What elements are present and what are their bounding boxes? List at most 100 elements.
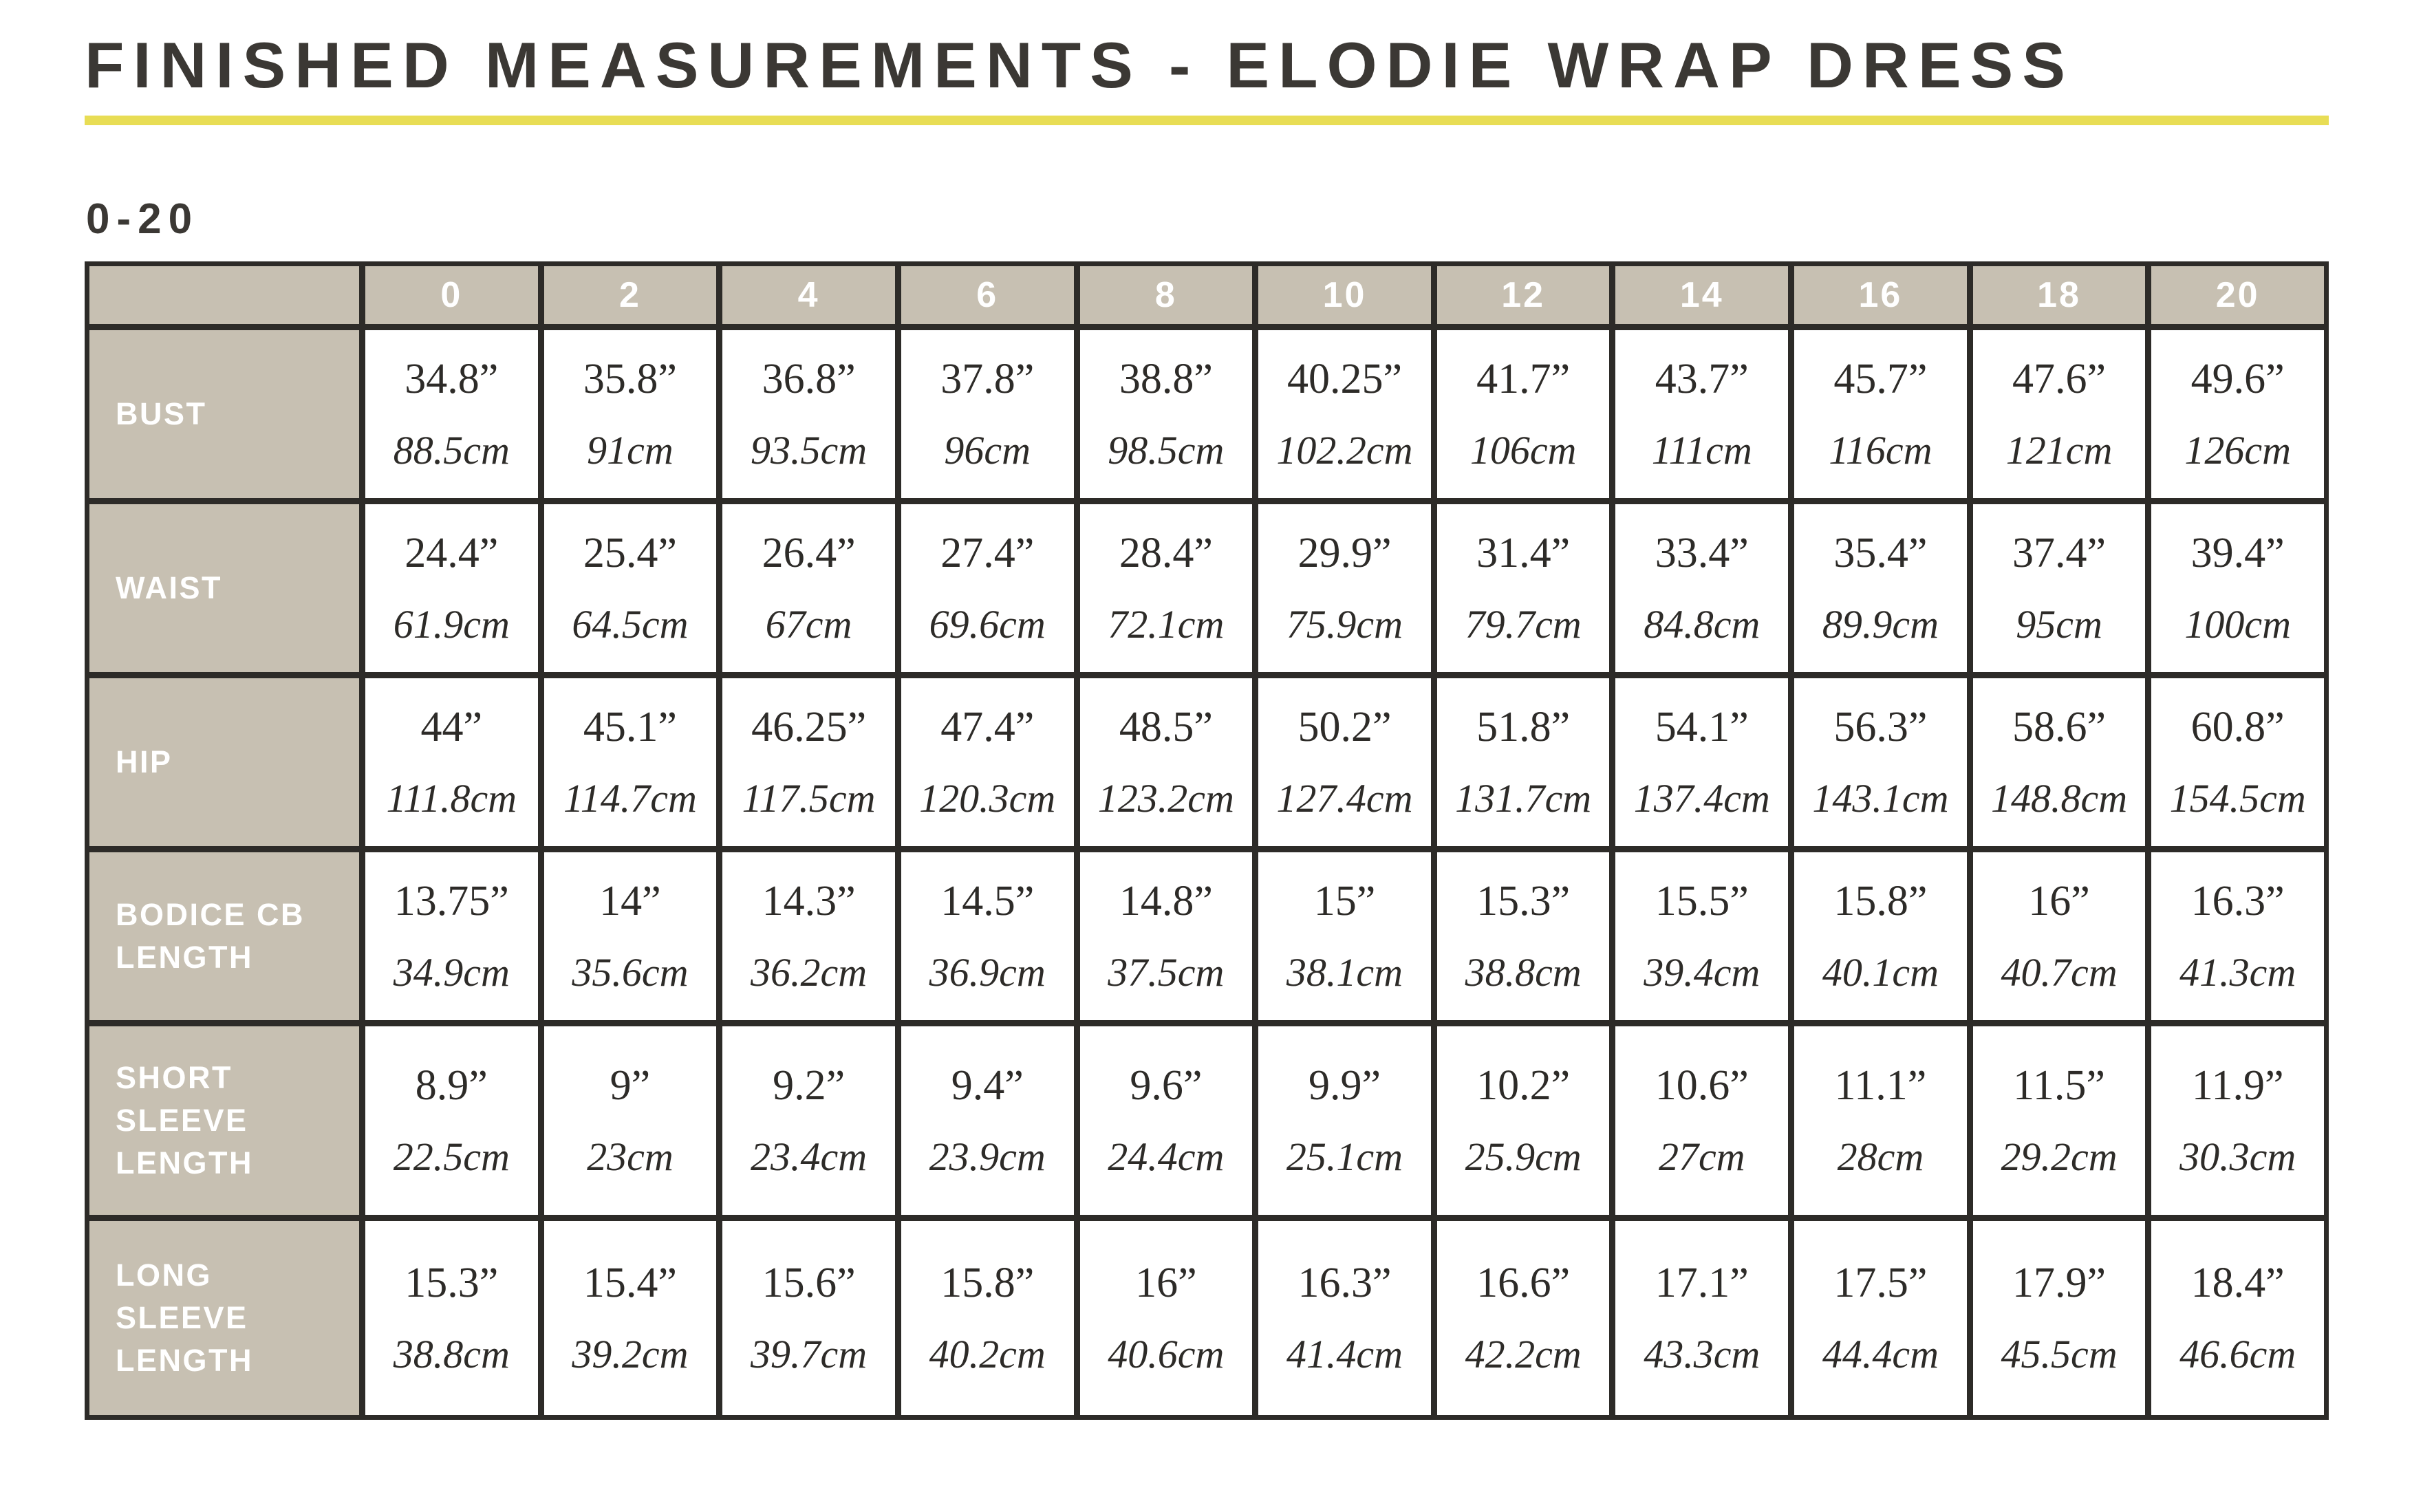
inches-value: 15.8” [1833,878,1928,925]
measurement-cell: 15.8” 40.2cm [901,1221,1074,1415]
inches-value: 29.9” [1297,530,1392,576]
measurement-cell: 15.5” 39.4cm [1615,852,1789,1020]
cm-value: 111.8cm [386,776,517,821]
inches-value: 8.9” [415,1062,488,1109]
measurement-cell: 31.4” 79.7cm [1436,504,1610,672]
cm-value: 131.7cm [1455,776,1592,821]
cm-value: 114.7cm [563,776,697,821]
row-label-line: SLEEVE [116,1299,248,1335]
measurement-cell: 44” 111.8cm [365,678,538,846]
measurement-cell: 15.4” 39.2cm [543,1221,717,1415]
row-label-cell: BUST [89,330,359,498]
size-header-cell: 18 [1972,266,2146,324]
cm-value: 30.3cm [2179,1134,2296,1179]
measurement-cell: 15” 38.1cm [1258,852,1431,1020]
inches-value: 36.8” [762,356,856,402]
size-header-cell: 4 [722,266,895,324]
measurement-cell: 60.8” 154.5cm [2151,678,2324,846]
row-label-line: HIP [116,744,173,779]
cm-value: 35.6cm [572,950,689,995]
measurement-cell: 18.4” 46.6cm [2151,1221,2324,1415]
inches-value: 10.2” [1476,1062,1571,1109]
measurement-cell: 9.4” 23.9cm [901,1026,1074,1215]
cm-value: 154.5cm [2169,776,2306,821]
inches-value: 11.9” [2191,1062,2284,1109]
inches-value: 44” [420,704,483,750]
measurement-cell: 14.5” 36.9cm [901,852,1074,1020]
cm-value: 36.9cm [929,950,1046,995]
measurement-cell: 43.7” 111cm [1615,330,1789,498]
measurement-cell: 50.2” 127.4cm [1258,678,1431,846]
inches-value: 48.5” [1119,704,1213,750]
cm-value: 64.5cm [572,602,689,647]
measurement-cell: 41.7” 106cm [1436,330,1610,498]
size-header-cell: 6 [901,266,1074,324]
inches-value: 25.4” [583,530,677,576]
size-header-cell: 8 [1079,266,1253,324]
measurement-cell: 17.5” 44.4cm [1794,1221,1967,1415]
cm-value: 25.9cm [1465,1134,1582,1179]
measurement-cell: 9.9” 25.1cm [1258,1026,1431,1215]
cm-value: 40.2cm [929,1332,1046,1376]
cm-value: 38.1cm [1286,950,1403,995]
measurement-cell: 16.3” 41.4cm [1258,1221,1431,1415]
cm-value: 126cm [2184,428,2291,473]
inches-value: 49.6” [2190,356,2285,402]
cm-value: 143.1cm [1812,776,1949,821]
inches-value: 34.8” [405,356,499,402]
inches-value: 58.6” [2012,704,2107,750]
inches-value: 40.25” [1286,356,1402,402]
inches-value: 16.3” [2190,878,2285,925]
measurement-cell: 26.4” 67cm [722,504,895,672]
cm-value: 84.8cm [1644,602,1760,647]
cm-value: 29.2cm [2001,1134,2118,1179]
measurement-cell: 35.8” 91cm [543,330,717,498]
measurement-cell: 9.2” 23.4cm [722,1026,895,1215]
cm-value: 23.9cm [929,1134,1046,1179]
cm-value: 40.1cm [1822,950,1939,995]
measurement-cell: 47.4” 120.3cm [901,678,1074,846]
measurement-cell: 45.7” 116cm [1794,330,1967,498]
row-label-cell: WAIST [89,504,359,672]
cm-value: 39.2cm [572,1332,689,1376]
inches-value: 16.3” [1297,1260,1392,1306]
measurement-cell: 34.8” 88.5cm [365,330,538,498]
measurement-cell: 38.8” 98.5cm [1079,330,1253,498]
measurement-cell: 49.6” 126cm [2151,330,2324,498]
size-header-cell: 16 [1794,266,1967,324]
inches-value: 11.1” [1834,1062,1927,1109]
measurement-cell: 33.4” 84.8cm [1615,504,1789,672]
row-label-line: SLEEVE [116,1102,248,1138]
cm-value: 116cm [1829,428,1932,473]
row-label-line: LONG [116,1257,212,1293]
inches-value: 39.4” [2190,530,2285,576]
row-label-line: LENGTH [116,1145,253,1181]
page-title: FINISHED MEASUREMENTS - ELODIE WRAP DRES… [85,29,2074,101]
row-label-line: SHORT [116,1059,233,1095]
cm-value: 23cm [587,1134,674,1179]
size-header-cell: 12 [1436,266,1610,324]
measurement-cell: 11.1” 28cm [1794,1026,1967,1215]
inches-value: 17.1” [1655,1260,1749,1306]
inches-value: 15.6” [762,1260,856,1306]
cm-value: 38.8cm [393,1332,510,1376]
cm-value: 95cm [2016,602,2102,647]
cm-value: 98.5cm [1108,428,1225,473]
measurement-cell: 37.4” 95cm [1972,504,2146,672]
inches-value: 60.8” [2190,704,2285,750]
measurement-cell: 13.75” 34.9cm [365,852,538,1020]
cm-value: 46.6cm [2179,1332,2296,1376]
inches-value: 11.5” [2013,1062,2105,1109]
inches-value: 15.8” [940,1260,1035,1306]
size-header-cell: 20 [2151,266,2324,324]
inches-value: 15” [1313,878,1376,925]
row-label-line: BUST [116,396,207,431]
inches-value: 9.9” [1308,1062,1381,1109]
cm-value: 117.5cm [742,776,876,821]
measurement-cell: 45.1” 114.7cm [543,678,717,846]
cm-value: 75.9cm [1286,602,1403,647]
measurement-cell: 48.5” 123.2cm [1079,678,1253,846]
cm-value: 22.5cm [393,1134,510,1179]
inches-value: 38.8” [1119,356,1213,402]
row-label-cell: HIP [89,678,359,846]
